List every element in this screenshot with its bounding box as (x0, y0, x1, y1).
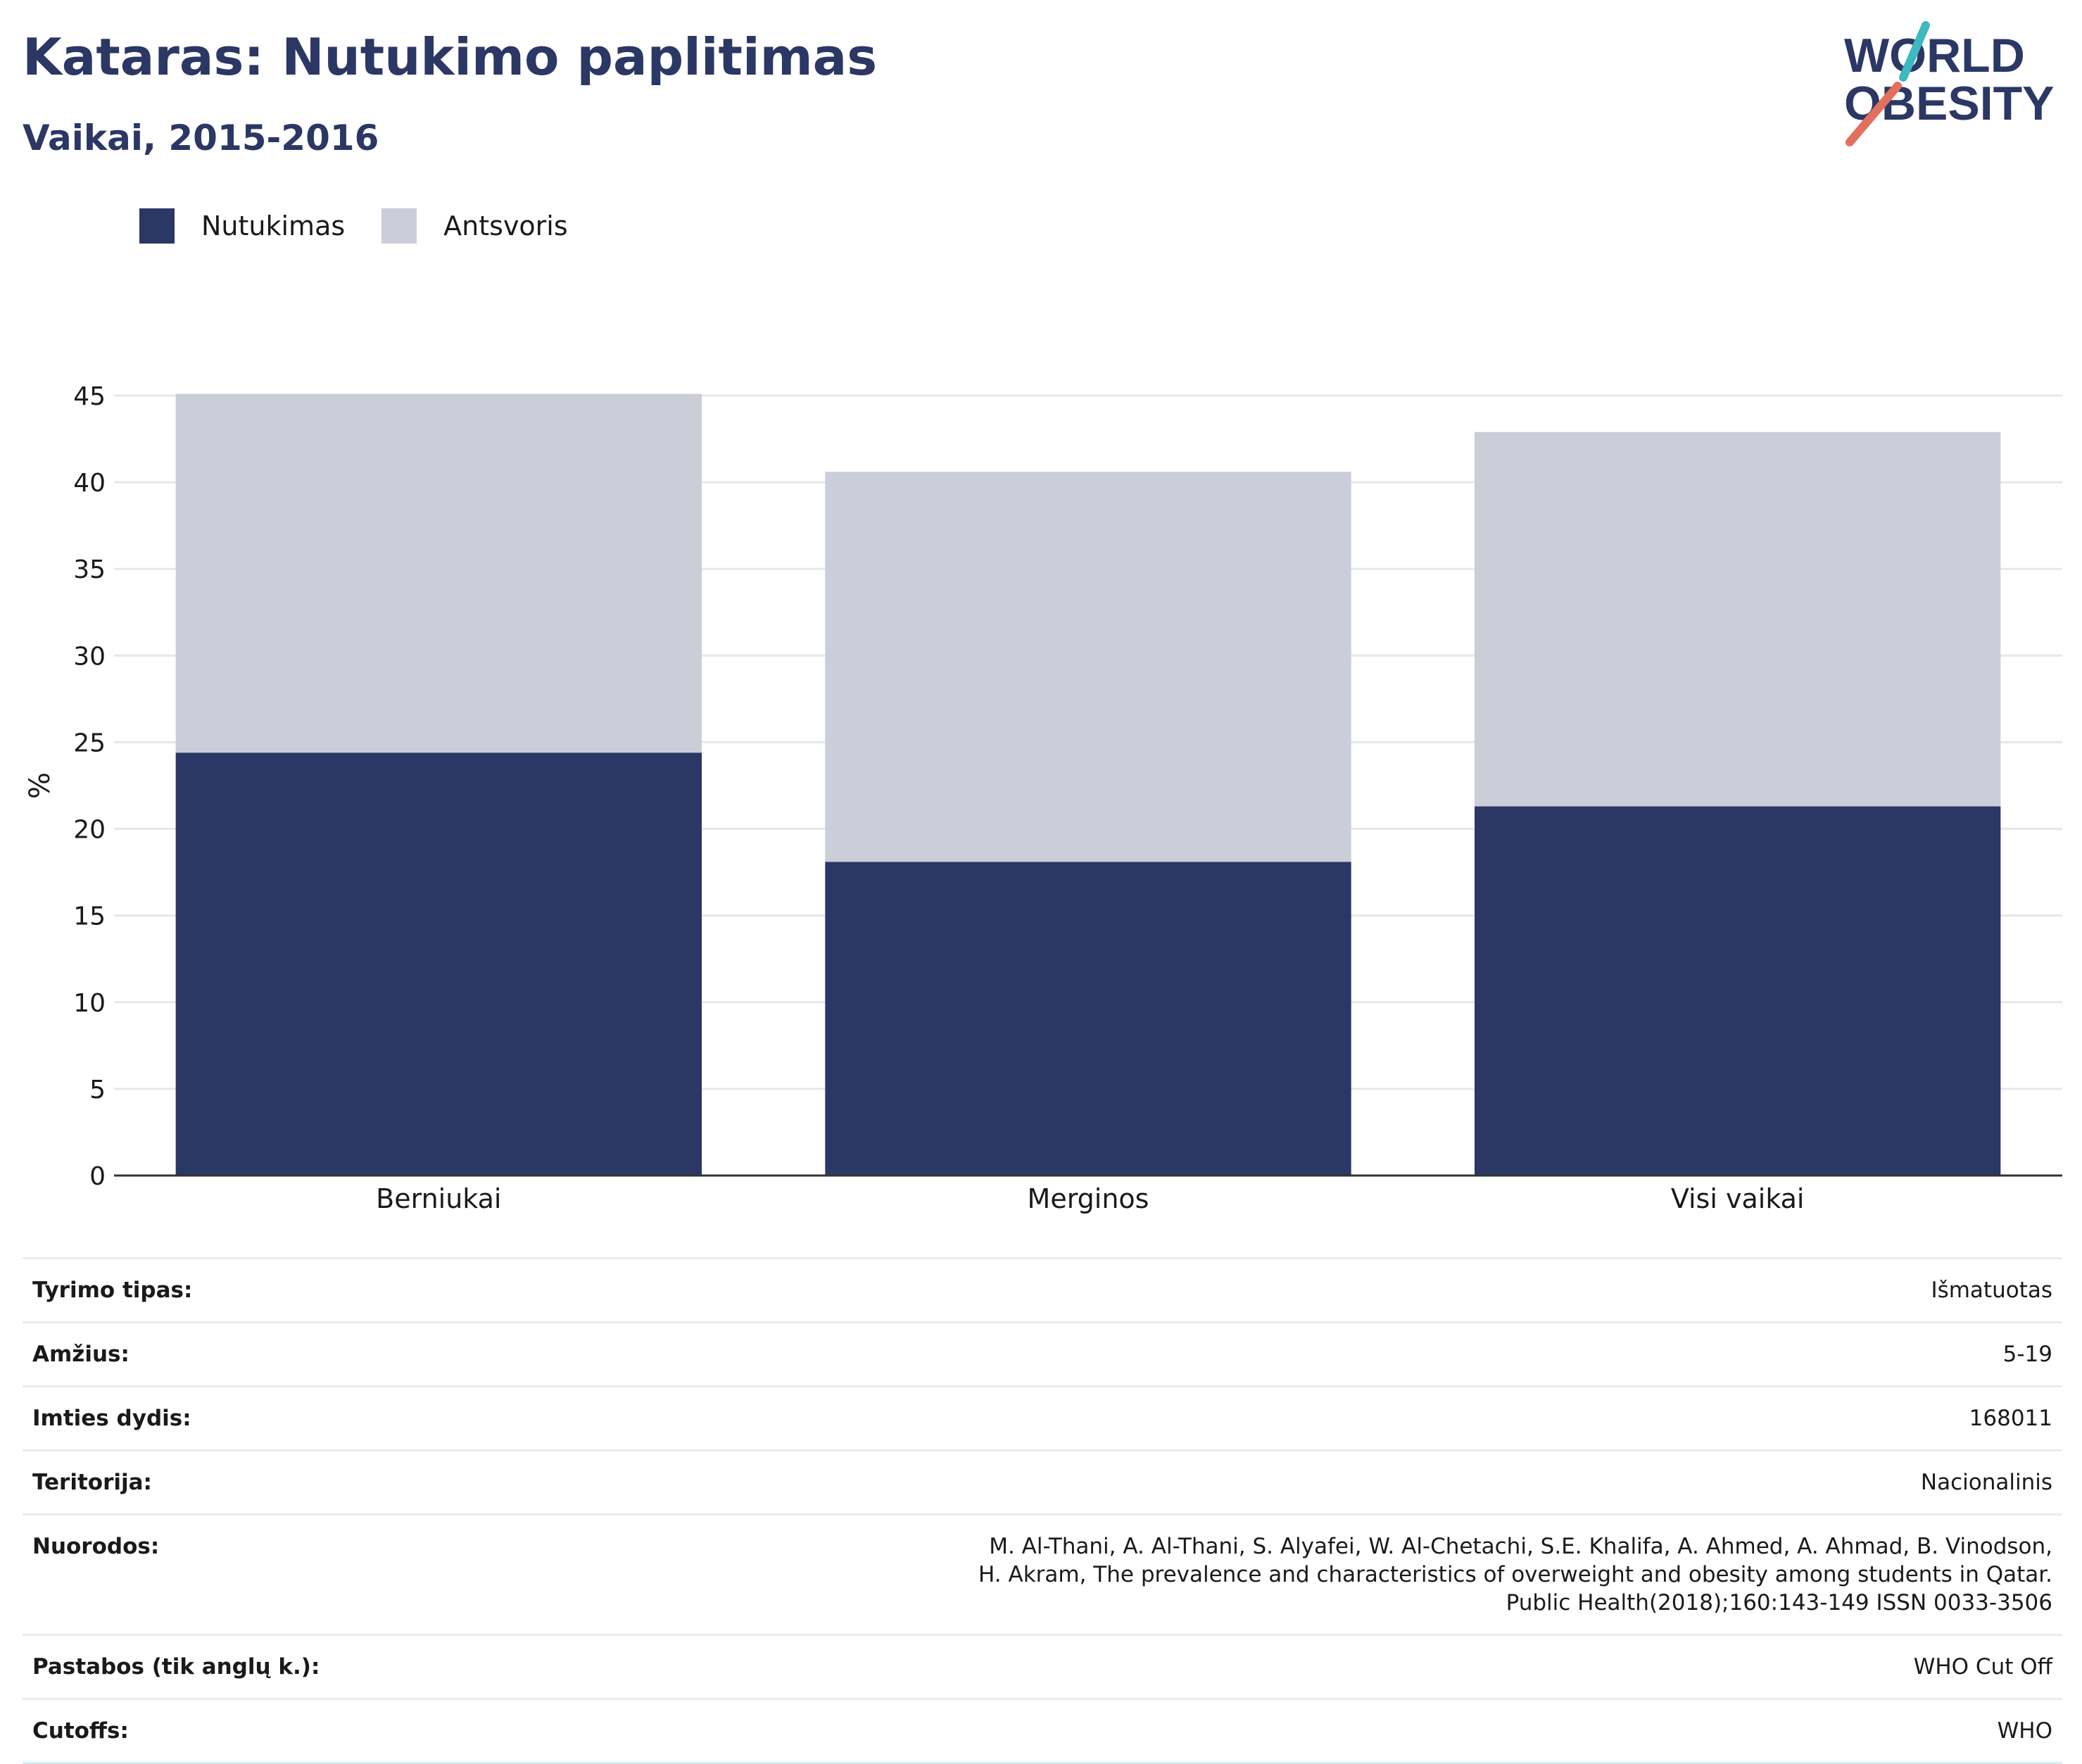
info-label: Cutoffs: (23, 1699, 408, 1764)
info-row-references: Nuorodos: M. Al-Thani, A. Al-Thani, S. A… (23, 1514, 2062, 1636)
info-value: 5-19 (408, 1322, 2062, 1387)
info-row-age: Amžius: 5-19 (23, 1322, 2062, 1387)
x-tick-label: Berniukai (376, 1183, 501, 1214)
info-label: Amžius: (23, 1322, 408, 1387)
info-value: Nacionalinis (408, 1450, 2062, 1516)
chart-subtitle: Vaikai, 2015-2016 (23, 118, 379, 158)
info-label: Imties dydis: (23, 1386, 408, 1451)
y-tick-label: 5 (89, 1076, 106, 1104)
bar-overweight (175, 393, 702, 753)
y-axis-title: % (24, 772, 56, 799)
y-tick-label: 0 (89, 1162, 106, 1191)
info-row-cutoffs: Cutoffs: WHO (23, 1699, 2062, 1764)
legend-item-overweight[interactable]: Antsvoris (381, 208, 568, 244)
y-tick-label: 40 (73, 469, 106, 498)
bar-obesity (1474, 806, 2001, 1176)
logo-slash-teal (1899, 21, 1930, 82)
y-tick-label: 15 (73, 902, 106, 931)
info-row-territory: Teritorija: Nacionalinis (23, 1450, 2062, 1516)
chart-title: Kataras: Nutukimo paplitimas (23, 27, 878, 87)
info-label: Pastabos (tik anglų k.): (23, 1634, 408, 1700)
x-tick-label: Merginos (1028, 1183, 1149, 1214)
info-value-reference: M. Al-Thani, A. Al-Thani, S. Alyafei, W.… (408, 1514, 2062, 1636)
info-value: WHO Cut Off (408, 1634, 2062, 1700)
legend-swatch-overweight (381, 208, 417, 244)
bar-overweight (1474, 431, 2001, 807)
info-row-study-type: Tyrimo tipas: Išmatuotas (23, 1257, 2062, 1323)
y-tick-label: 45 (73, 382, 106, 411)
y-tick-label: 25 (73, 729, 106, 757)
info-value: WHO (408, 1699, 2062, 1764)
info-row-sample-size: Imties dydis: 168011 (23, 1386, 2062, 1451)
info-row-notes: Pastabos (tik anglų k.): WHO Cut Off (23, 1634, 2062, 1700)
y-tick-label: 35 (73, 555, 106, 584)
y-tick-label: 30 (73, 642, 106, 671)
legend-item-obesity[interactable]: Nutukimas (139, 208, 345, 244)
y-tick-label: 20 (73, 816, 106, 845)
bar-overweight (825, 472, 1351, 862)
legend: Nutukimas Antsvoris (139, 208, 605, 244)
y-tick-label: 10 (73, 989, 106, 1018)
world-obesity-logo: WORLD OBESITY (1844, 21, 2055, 146)
bar-obesity (175, 752, 702, 1176)
info-value: 168011 (408, 1386, 2062, 1451)
info-value: Išmatuotas (408, 1257, 2062, 1323)
info-label: Nuorodos: (23, 1514, 408, 1636)
bar-chart: 0 5 10 15 20 25 30 35 40 45% Berniukai Merginos Visi… (24, 382, 2062, 1214)
info-label: Teritorija: (23, 1450, 408, 1516)
legend-label-obesity: Nutukimas (201, 210, 346, 241)
bar-obesity (825, 862, 1351, 1176)
legend-label-overweight: Antsvoris (443, 210, 568, 241)
info-label: Tyrimo tipas: (23, 1257, 408, 1323)
legend-swatch-obesity (139, 208, 175, 244)
logo-slash-red (1846, 82, 1902, 146)
x-tick-label: Visi vaikai (1671, 1183, 1805, 1214)
study-info-table: Tyrimo tipas: Išmatuotas Amžius: 5-19 Im… (23, 1257, 2062, 1764)
logo-text-world: WORLD (1844, 29, 2025, 82)
